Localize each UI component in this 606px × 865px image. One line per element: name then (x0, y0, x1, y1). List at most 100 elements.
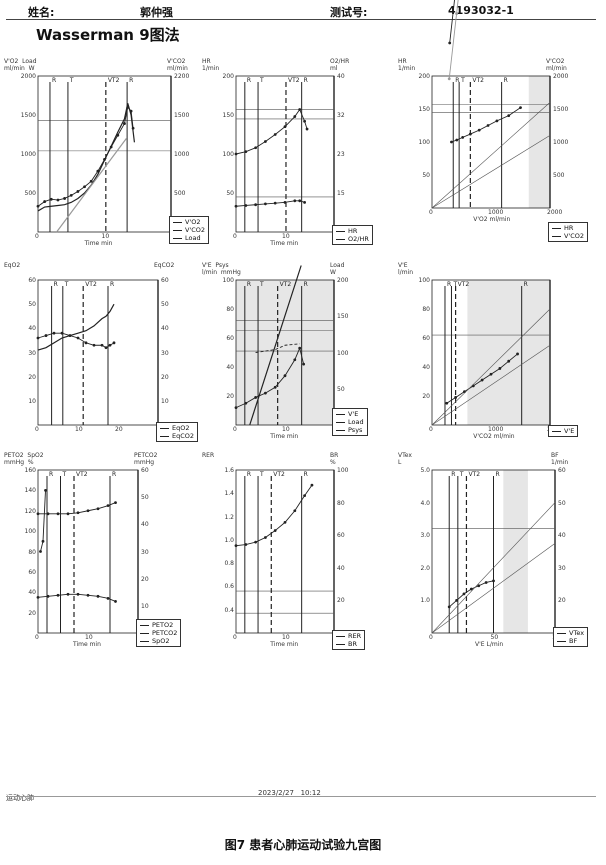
y-tick-label: 160 (24, 467, 36, 474)
y2-tick-label: 60 (337, 532, 345, 540)
data-point (273, 201, 277, 205)
shaded-region (467, 280, 550, 425)
data-point (448, 41, 452, 45)
right-axis-title-line: V'CO2 (546, 58, 565, 65)
legend-item: HR (336, 227, 369, 235)
chart-svg-5: R T VT2 R (234, 265, 335, 426)
left-axis-title-line: V'O2 Load (4, 58, 37, 65)
reference-slope-line (431, 135, 551, 209)
y2-tick-label: 60 (558, 467, 566, 474)
legend-swatch (336, 421, 345, 423)
chart-panel-7: R T VT2 R PETO2 SpO2 mmHg % PETCO2 mmHg Time min… (4, 452, 157, 648)
chart-legend: RER BR (332, 630, 366, 650)
chart-legend: EqO2 EqCO2 (156, 422, 199, 442)
data-point (254, 540, 257, 544)
legend-item: PETCO2 (140, 629, 177, 637)
chart-panel-3: R T VT2 R HR 1/min V'CO2 ml/min V'O2 ml/min 0 1000… (398, 0, 568, 223)
data-point (96, 594, 100, 598)
chart-panel-1: R T VT2 R V'O2 Load ml/min W V'CO2 ml/min Time m… (4, 58, 189, 247)
x-tick-label: 2000 (547, 209, 563, 216)
y2-tick-label: 60 (161, 277, 169, 284)
legend-swatch (336, 635, 345, 637)
data-point (293, 358, 297, 362)
data-point (283, 520, 287, 524)
data-point (264, 536, 267, 539)
y2-tick-label: 50 (161, 301, 169, 309)
data-point (66, 512, 70, 516)
y-tick-label: 60 (226, 335, 234, 342)
reference-slope-line (431, 102, 551, 209)
y-tick-label: 60 (28, 277, 36, 284)
marker-label: VT2 (76, 471, 88, 478)
x-tick-label: 0 (233, 634, 237, 641)
footer-label: 运动心肺 (6, 794, 34, 802)
marker-label: VT2 (280, 281, 292, 288)
legend-item: Load (173, 234, 205, 242)
data-point (298, 346, 302, 350)
chart-legend: V'E Load Psys (332, 408, 368, 436)
right-axis-title: BF 1/min (551, 452, 568, 466)
data-point (114, 600, 117, 603)
x-tick-label: 0 (35, 634, 39, 641)
marker-label: R (54, 281, 58, 288)
marker-label: R (247, 471, 251, 478)
marker-label: R (524, 281, 528, 288)
data-point (56, 512, 60, 516)
data-point (86, 593, 90, 597)
y-tick-label: 100 (418, 139, 430, 146)
legend-label: EqCO2 (172, 432, 195, 440)
data-point (273, 529, 277, 532)
legend-label: V'CO2 (185, 226, 206, 234)
y2-tick-label: 40 (337, 73, 345, 80)
data-point (507, 114, 511, 117)
chart-svg-4: R T VT2 R (36, 279, 159, 426)
test-number-label: 测试号: (330, 6, 368, 19)
y-tick-label: 1.4 (224, 490, 234, 498)
marker-label: T (62, 471, 67, 478)
series-line-petco2 (37, 593, 116, 602)
x-tick-label: 0 (233, 233, 237, 240)
data-point (447, 77, 451, 81)
data-point (462, 592, 466, 596)
left-axis-title-line: l/min (398, 269, 414, 276)
marker-label: R (496, 471, 500, 478)
data-point (283, 374, 287, 378)
series-line-hr (235, 108, 308, 155)
marker-label: VT2 (85, 281, 97, 288)
chart-svg-1: R T VT2 R (36, 75, 172, 233)
y-tick-label: 120 (24, 507, 36, 515)
left-axis-title-line: ml/min W (4, 65, 35, 72)
legend-swatch (140, 624, 149, 626)
x-tick-label: 10 (75, 426, 83, 433)
y-tick-label: 60 (422, 335, 430, 342)
legend-label: EqO2 (172, 424, 190, 432)
marker-label: R (110, 281, 114, 288)
y2-tick-label: 50 (337, 385, 345, 393)
legend-swatch (552, 430, 561, 432)
x-tick-label: 10 (282, 233, 290, 240)
y2-tick-label: 10 (141, 602, 149, 610)
legend-label: VTex (569, 629, 585, 637)
data-point (254, 203, 257, 207)
shaded-region (503, 470, 528, 633)
data-point (468, 132, 472, 136)
legend-label: PETCO2 (152, 629, 178, 637)
data-point (106, 504, 110, 508)
y2-tick-label: 100 (337, 467, 349, 474)
legend-swatch (160, 427, 169, 429)
y2-tick-label: 2200 (174, 73, 190, 80)
x-tick-label: 0 (35, 426, 39, 433)
series-line-load (249, 265, 302, 426)
x-axis-label: Time min (73, 641, 101, 648)
plot-frame (37, 279, 159, 426)
marker-label: T (69, 77, 74, 84)
left-axis-title: HR 1/min (202, 58, 219, 72)
y2-tick-label: 10 (161, 397, 169, 405)
y2-tick-label: 80 (337, 499, 345, 507)
marker-label: VT2 (108, 77, 120, 84)
left-axis-title-line: V'E Psys (202, 262, 229, 269)
data-point (450, 140, 453, 144)
y-tick-label: 40 (422, 364, 430, 371)
y-tick-label: 100 (222, 151, 234, 158)
series-line-peto2 (38, 502, 116, 515)
